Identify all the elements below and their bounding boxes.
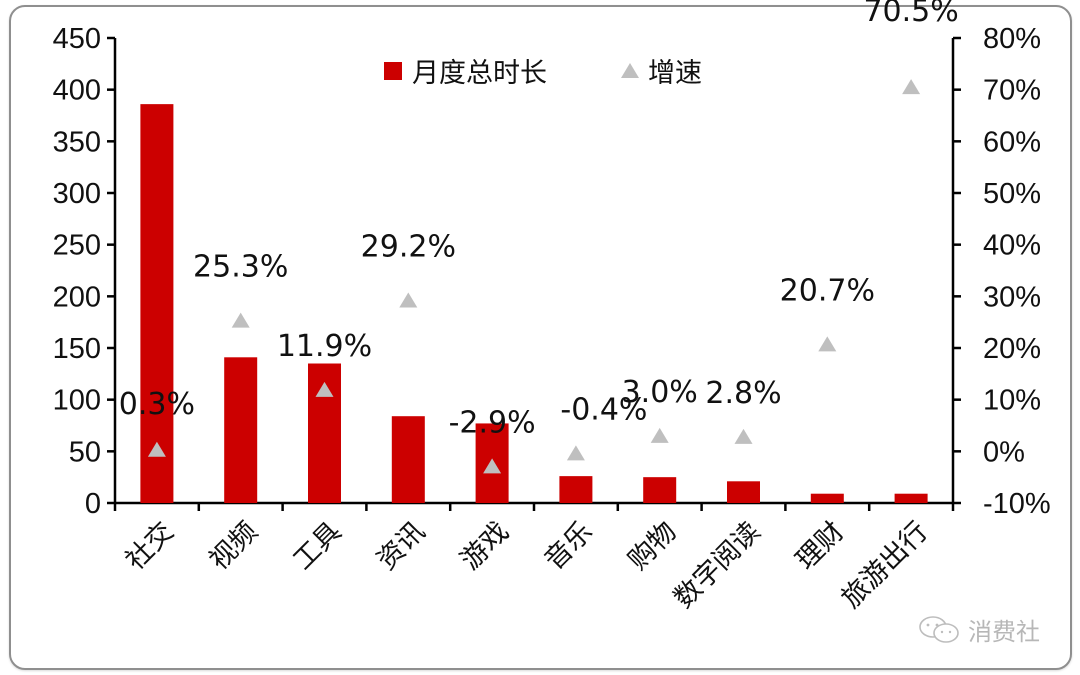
legend-triangle-icon (621, 63, 639, 78)
left-axis-tick-label: 400 (53, 75, 101, 107)
legend-label-duration: 月度总时长 (412, 58, 547, 89)
right-axis-tick-label: 70% (983, 75, 1041, 107)
left-axis-tick-label: 300 (53, 178, 101, 210)
growth-triangle-marker (315, 381, 334, 397)
growth-data-label: 0.3% (119, 387, 195, 422)
bar (224, 357, 258, 503)
left-axis-tick-label: 350 (53, 126, 101, 158)
growth-triangle-marker (650, 427, 669, 443)
growth-data-label: 70.5% (863, 0, 958, 29)
scatter-series-growth (147, 79, 921, 474)
bar (140, 104, 174, 503)
x-axis-category-label: 数字阅读 (668, 516, 766, 614)
right-axis-tick-label: 0% (983, 436, 1025, 468)
legend-label-growth: 增速 (648, 58, 702, 89)
right-y-axis: -10% 0% 10% 20% 30% 40% 50% 60% 70% 80% (951, 23, 1051, 520)
legend: 月度总时长 增速 (384, 58, 702, 89)
x-axis-category-label: 资讯 (371, 516, 431, 576)
right-axis-tick-label: 10% (983, 385, 1041, 417)
right-axis-tick-label: 60% (983, 126, 1041, 158)
right-axis-tick-label: 30% (983, 281, 1041, 313)
growth-data-label: 25.3% (193, 250, 288, 285)
bar (727, 481, 760, 503)
right-axis-tick-label: -10% (983, 488, 1051, 520)
chart-card (9, 5, 1072, 670)
growth-data-label: 11.9% (277, 329, 372, 364)
growth-triangle-marker (483, 458, 502, 474)
watermark: 消费社 (918, 612, 1040, 647)
x-axis-category-label: 工具 (287, 516, 347, 576)
right-axis-tick-label: 40% (983, 230, 1041, 262)
left-axis-tick-label: 450 (53, 23, 101, 55)
wechat-icon (919, 615, 959, 643)
x-axis-category-label: 购物 (623, 516, 683, 576)
right-axis-tick-label: 20% (983, 333, 1041, 365)
left-axis-tick-label: 100 (53, 385, 101, 417)
growth-data-label: -0.4% (560, 392, 647, 427)
x-axis-category-label: 旅游出行 (836, 516, 934, 614)
growth-data-label: 20.7% (780, 273, 875, 308)
left-axis-tick-label: 200 (53, 281, 101, 313)
x-axis-category-label: 游戏 (455, 516, 515, 576)
bar (894, 493, 928, 503)
x-axis-category-label: 社交 (120, 516, 180, 576)
growth-data-label: -2.9% (449, 405, 536, 440)
right-axis-tick-label: 80% (983, 23, 1041, 55)
right-axis-tick-label: 50% (983, 178, 1041, 210)
bar (643, 477, 677, 503)
growth-data-label: 2.8% (705, 376, 781, 411)
data-labels: 0.3% 25.3% 11.9% 29.2% -2.9% -0.4%3.0% 2.8% 20.… (119, 0, 959, 440)
left-axis-tick-label: 50 (69, 436, 101, 468)
growth-triangle-marker (734, 428, 753, 444)
left-axis-tick-label: 250 (53, 230, 101, 262)
growth-triangle-marker (818, 336, 837, 352)
x-axis-category-label: 音乐 (539, 516, 599, 576)
growth-data-label: 29.2% (361, 229, 456, 264)
growth-triangle-marker (902, 79, 921, 95)
watermark-text: 消费社 (968, 618, 1040, 646)
growth-triangle-marker (566, 445, 585, 461)
left-axis-tick-label: 150 (53, 333, 101, 365)
legend-swatch-bar (384, 62, 402, 80)
growth-triangle-marker (399, 292, 418, 308)
bar (391, 416, 425, 503)
x-axis-category-label: 视频 (204, 516, 264, 576)
bar-series-monthly-duration (140, 104, 928, 503)
bar (559, 476, 593, 503)
growth-triangle-marker (231, 312, 250, 328)
growth-triangle-marker (147, 441, 166, 457)
left-axis-tick-label: 0 (85, 488, 101, 520)
x-axis-category-label: 理财 (790, 516, 850, 576)
growth-data-label: 3.0% (622, 375, 698, 410)
left-y-axis: 0 50 100 150 200 250 300 350 400 450 (53, 23, 117, 520)
bar (810, 493, 844, 503)
